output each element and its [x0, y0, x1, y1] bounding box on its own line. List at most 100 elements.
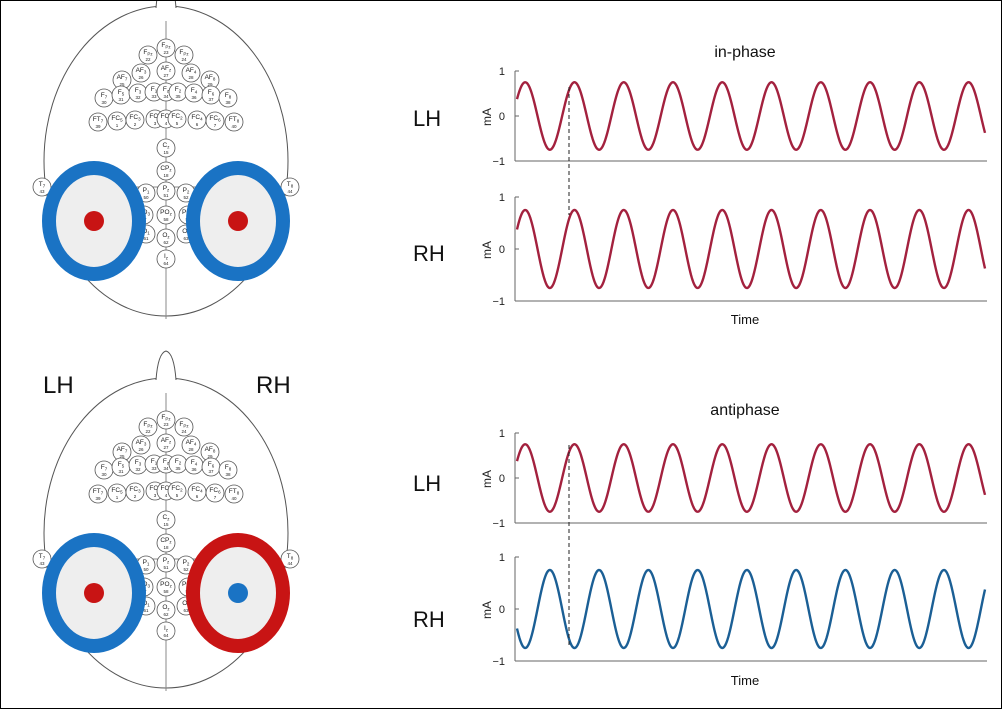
electrode-number: 4: [165, 493, 168, 498]
electrode-name: Pz: [163, 185, 170, 193]
electrode-name: FT8: [229, 488, 240, 496]
electrode-number: 18: [163, 545, 169, 550]
electrode-number: 43: [39, 561, 45, 566]
electrode-number: 40: [231, 496, 237, 501]
y-tick-label: 0: [499, 473, 505, 485]
electrode-circle: [156, 138, 176, 158]
electrode-number: 34: [163, 94, 169, 99]
electrode-number: 61: [143, 236, 149, 241]
electrode-name: FPz: [143, 49, 153, 57]
x-axis-label-antiphase: Time: [731, 673, 759, 688]
electrode-name: CPz: [160, 537, 172, 545]
electrode-number: 23: [163, 50, 169, 55]
electrode-name: FPz: [179, 49, 189, 57]
electrode-name: T8: [287, 553, 294, 561]
electrode-name: FC3: [129, 486, 141, 494]
electrode-number: 27: [163, 73, 169, 78]
electrode-number: 33: [151, 466, 157, 471]
electrode-circle: [131, 63, 151, 83]
waveform-trace: [515, 81, 987, 151]
electrode-number: 32: [135, 467, 141, 472]
plot-title-in-phase: in-phase: [714, 44, 775, 61]
electrode-name: P2: [183, 559, 190, 567]
electrode-number: 22: [145, 57, 151, 62]
electrode-number: 43: [39, 189, 45, 194]
electrode-name: T7: [39, 181, 46, 189]
electrode-number: 28: [188, 447, 194, 452]
electrode-name: AF3: [136, 67, 147, 75]
electrode-number: 44: [287, 189, 293, 194]
electrode-number: 30: [101, 100, 107, 105]
electrode-circle: [218, 460, 238, 480]
electrode-number: 1: [116, 495, 119, 500]
y-tick-label: −1: [492, 296, 505, 308]
electrode-name: FPz: [143, 421, 153, 429]
electrode-circle: [156, 510, 176, 530]
electrode-number: 26: [138, 75, 144, 80]
electrode-number: 63: [183, 236, 189, 241]
trace-plot-lh-in-phase: 1 0 −1 mA: [480, 66, 987, 168]
electrode-name: F7: [101, 464, 108, 472]
electrode-name: AFz: [161, 437, 172, 445]
electrode-name: F5: [118, 89, 125, 97]
trace-label-rh-in-phase: RH: [413, 241, 445, 266]
electrode-name: P1: [143, 559, 150, 567]
electrode-name: FC4: [191, 486, 203, 494]
electrode-name: FPz: [161, 414, 171, 422]
electrode-circle: [125, 482, 145, 502]
electrode-circle: [174, 417, 194, 437]
electrode-name: CPz: [160, 165, 172, 173]
electrode-name: POz: [160, 209, 172, 217]
electrode-circle: [156, 553, 176, 573]
x-axis-label-in-phase: Time: [731, 312, 759, 327]
electrode-name: F7: [101, 92, 108, 100]
electrode-number: 51: [163, 565, 169, 570]
y-axis-label: mA: [480, 470, 494, 488]
electrode-number: 5: [176, 493, 179, 498]
electrode-number: 15: [163, 522, 169, 527]
y-tick-label: 0: [499, 604, 505, 616]
electrode-circle: [156, 433, 176, 453]
electrode-number: 27: [163, 445, 169, 450]
electrode-name: Oz: [162, 604, 170, 612]
electrode-name: FC6: [209, 487, 221, 495]
electrode-number: 26: [138, 447, 144, 452]
electrode-name: FC5: [111, 115, 123, 123]
electrode-number: 30: [101, 472, 107, 477]
y-tick-label: 1: [499, 192, 505, 204]
electrode-name: AF3: [136, 439, 147, 447]
electrode-number: 33: [151, 94, 157, 99]
electrode-circle: [167, 481, 187, 501]
electrode-circle: [156, 205, 176, 225]
electrode-name: F6: [208, 89, 215, 97]
electrode-name: POz: [160, 581, 172, 589]
electrode-name: FC4: [191, 114, 203, 122]
y-axis-label: mA: [480, 108, 494, 126]
y-tick-label: −1: [492, 156, 505, 168]
electrode-circle: [156, 533, 176, 553]
electrode-number: 15: [163, 150, 169, 155]
plot-title-antiphase: antiphase: [710, 402, 779, 419]
electrode-circle: [88, 484, 108, 504]
electrode-name: Fz: [163, 86, 170, 94]
electrode-circle: [280, 177, 300, 197]
electrode-number: 3: [154, 121, 157, 126]
